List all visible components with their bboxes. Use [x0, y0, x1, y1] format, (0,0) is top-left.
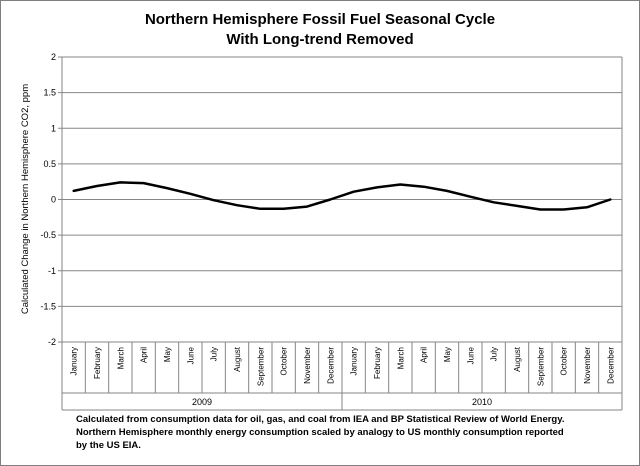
x-tick-label: June — [186, 346, 195, 364]
data-point — [376, 186, 378, 188]
data-point — [586, 206, 588, 208]
y-tick-label: 1.5 — [43, 88, 56, 98]
series-layer — [72, 181, 612, 211]
chart-title-line-2: With Long-trend Removed — [226, 31, 414, 48]
y-tick-label: -1 — [48, 266, 56, 276]
x-tick-label: September — [536, 347, 545, 386]
x-tick-label: January — [350, 347, 359, 375]
x-tick-label: June — [466, 346, 475, 364]
gridlines — [62, 56, 622, 343]
data-point — [259, 208, 261, 210]
x-tick-label: July — [490, 347, 499, 361]
year-label: 2010 — [472, 397, 492, 407]
x-tick-label: May — [163, 347, 172, 362]
chart-title-line-1: Northern Hemisphere Fossil Fuel Seasonal… — [144, 11, 496, 28]
y-tick-label: 0 — [51, 195, 56, 205]
footnote-line-2: Northern Hemisphere monthly energy consu… — [76, 427, 564, 438]
x-tick-label: March — [396, 347, 405, 369]
data-point — [563, 208, 565, 211]
y-tick-label: -1.5 — [40, 301, 56, 311]
x-tick-label: April — [420, 347, 429, 363]
y-tick-label: 2 — [51, 52, 56, 62]
x-tick-label: August — [513, 346, 522, 372]
footnote-line-1: Calculated from consumption data for oil… — [76, 414, 565, 425]
chart-title: Northern Hemisphere Fossil Fuel Seasonal… — [0, 10, 640, 50]
data-point — [73, 190, 75, 192]
x-tick-label: February — [373, 347, 382, 379]
data-point — [143, 182, 145, 184]
x-axis-years: 2009 2010 — [192, 397, 492, 407]
y-axis-label: Calculated Change in Northern Hemisphere… — [20, 84, 31, 314]
data-point — [119, 181, 121, 183]
data-point — [306, 206, 308, 208]
x-tick-label: October — [280, 347, 289, 376]
x-axis-categories: January February March April May June July Augu… — [70, 346, 616, 386]
x-tick-label: December — [326, 347, 335, 384]
data-point — [539, 208, 541, 211]
data-point — [469, 196, 471, 198]
x-tick-label: March — [116, 347, 125, 369]
data-point — [446, 190, 448, 192]
data-point — [189, 193, 191, 195]
y-axis-ticks: 2 1.5 1 0.5 0 -0.5 -1 -1.5 -2 — [40, 52, 62, 347]
x-tick-label: January — [70, 347, 79, 375]
year-label: 2009 — [192, 397, 212, 407]
data-point — [213, 199, 215, 201]
data-point — [96, 185, 98, 187]
x-tick-label: November — [583, 347, 592, 384]
footnote-line-3: by the US EIA. — [76, 440, 141, 451]
x-tick-label: October — [560, 347, 569, 376]
data-point — [353, 191, 355, 193]
data-point — [166, 187, 168, 189]
y-tick-label: -2 — [48, 337, 56, 347]
x-tick-label: December — [606, 347, 615, 384]
data-point — [283, 208, 285, 210]
x-tick-label: November — [303, 347, 312, 384]
y-tick-label: 0.5 — [43, 159, 56, 169]
y-tick-label: 1 — [51, 123, 56, 133]
y-tick-label: -0.5 — [40, 230, 56, 240]
data-point — [423, 186, 425, 188]
data-point — [516, 205, 518, 207]
data-point — [493, 201, 495, 203]
data-point — [329, 198, 331, 201]
x-tick-label: April — [140, 347, 149, 363]
x-tick-label: February — [93, 347, 102, 379]
x-tick-label: September — [256, 347, 265, 386]
series-line — [72, 181, 612, 211]
x-tick-label: August — [233, 346, 242, 372]
x-tick-label: July — [210, 347, 219, 361]
x-tick-label: May — [443, 347, 452, 362]
data-point — [399, 183, 401, 186]
footnote: Calculated from consumption data for oil… — [76, 413, 626, 452]
data-point — [609, 198, 611, 201]
axes — [61, 57, 623, 411]
data-point — [236, 204, 238, 206]
